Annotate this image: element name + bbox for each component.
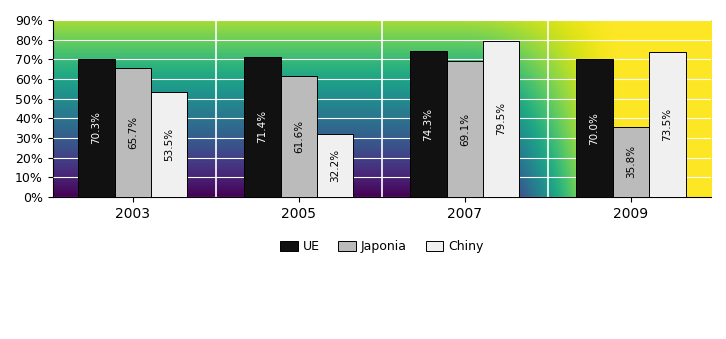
Legend: UE, Japonia, Chiny: UE, Japonia, Chiny	[275, 235, 489, 258]
Text: 70.3%: 70.3%	[91, 112, 102, 144]
Text: 65.7%: 65.7%	[128, 116, 138, 149]
Bar	[115, 68, 151, 197]
Text: 53.5%: 53.5%	[164, 128, 174, 161]
Text: 69.1%: 69.1%	[460, 113, 470, 146]
Bar	[446, 61, 483, 197]
Text: 79.5%: 79.5%	[497, 102, 506, 136]
Text: 70.0%: 70.0%	[590, 112, 600, 145]
Bar	[244, 57, 281, 197]
Bar	[576, 59, 613, 197]
Bar	[317, 134, 354, 197]
Text: 74.3%: 74.3%	[423, 107, 433, 141]
Bar	[483, 41, 520, 197]
Text: 73.5%: 73.5%	[662, 108, 672, 141]
Text: 35.8%: 35.8%	[626, 145, 636, 179]
Text: 71.4%: 71.4%	[258, 110, 267, 143]
Bar	[151, 92, 187, 197]
Text: 32.2%: 32.2%	[330, 149, 340, 182]
Bar	[281, 76, 317, 197]
Bar	[649, 53, 685, 197]
Bar	[410, 51, 446, 197]
Text: 61.6%: 61.6%	[294, 120, 303, 153]
Bar	[78, 59, 115, 197]
Bar	[613, 127, 649, 197]
